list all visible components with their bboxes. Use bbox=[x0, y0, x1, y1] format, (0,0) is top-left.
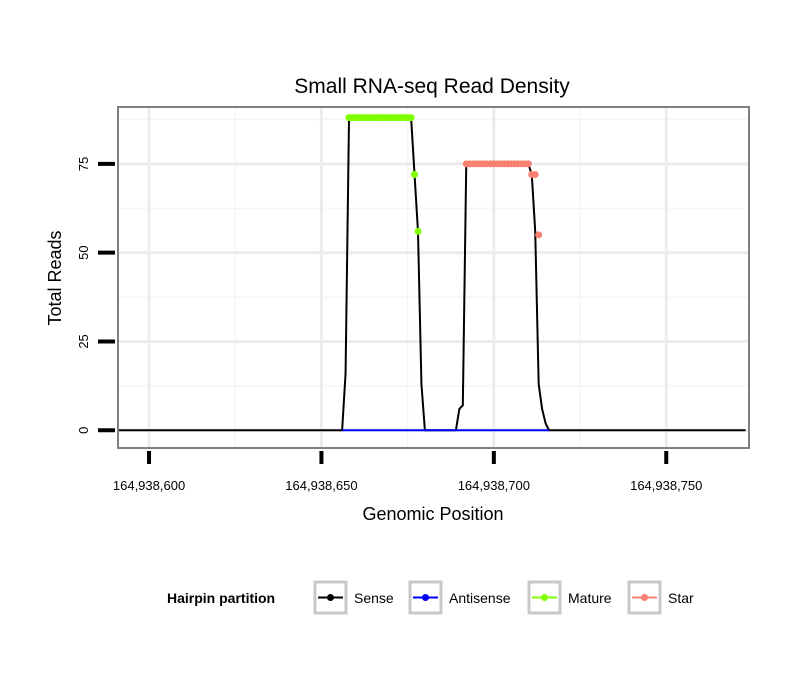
legend-label: Antisense bbox=[449, 590, 511, 606]
y-tick-label: 25 bbox=[76, 334, 91, 348]
plot-border bbox=[117, 106, 750, 449]
data-point-star bbox=[531, 170, 539, 178]
chart-title: Small RNA-seq Read Density bbox=[294, 75, 570, 98]
y-tick-label: 0 bbox=[76, 427, 91, 434]
series-points-mature bbox=[345, 114, 422, 235]
y-axis-label: Total Reads bbox=[45, 230, 65, 325]
legend-entry-mature: Mature bbox=[527, 580, 612, 615]
legend-key-point bbox=[422, 594, 429, 601]
legend-entry-antisense: Antisense bbox=[408, 580, 511, 615]
legend-key-point bbox=[641, 594, 648, 601]
data-point-star bbox=[524, 160, 532, 168]
data-point-mature bbox=[411, 170, 419, 178]
legend-key-point bbox=[541, 594, 548, 601]
axes: 164,938,600 164,938,650 164,938,700 164,938… bbox=[76, 157, 702, 493]
legend-label: Mature bbox=[568, 590, 612, 606]
series-points-star bbox=[462, 160, 543, 239]
legend-entry-star: Star bbox=[627, 580, 694, 615]
y-tick-label: 50 bbox=[76, 245, 91, 259]
legend-key-point bbox=[327, 594, 334, 601]
legend-title: Hairpin partition bbox=[167, 590, 275, 606]
data-point-mature bbox=[414, 227, 422, 235]
legend-entry-sense: Sense bbox=[313, 580, 394, 615]
x-axis-label: Genomic Position bbox=[362, 504, 503, 524]
legend-label: Star bbox=[668, 590, 694, 606]
series-layer bbox=[118, 114, 746, 432]
data-point-mature bbox=[407, 114, 415, 122]
x-tick-label: 164,938,650 bbox=[285, 478, 357, 493]
x-tick-label: 164,938,600 bbox=[113, 478, 185, 493]
x-tick-label: 164,938,750 bbox=[630, 478, 702, 493]
data-point-star bbox=[535, 231, 543, 239]
legend: Hairpin partition Sense Antisense Mature St… bbox=[167, 580, 694, 615]
y-tick-label: 75 bbox=[76, 157, 91, 171]
legend-label: Sense bbox=[354, 590, 394, 606]
plot-background bbox=[118, 107, 749, 448]
x-tick-label: 164,938,700 bbox=[458, 478, 530, 493]
plot-area bbox=[118, 107, 749, 448]
